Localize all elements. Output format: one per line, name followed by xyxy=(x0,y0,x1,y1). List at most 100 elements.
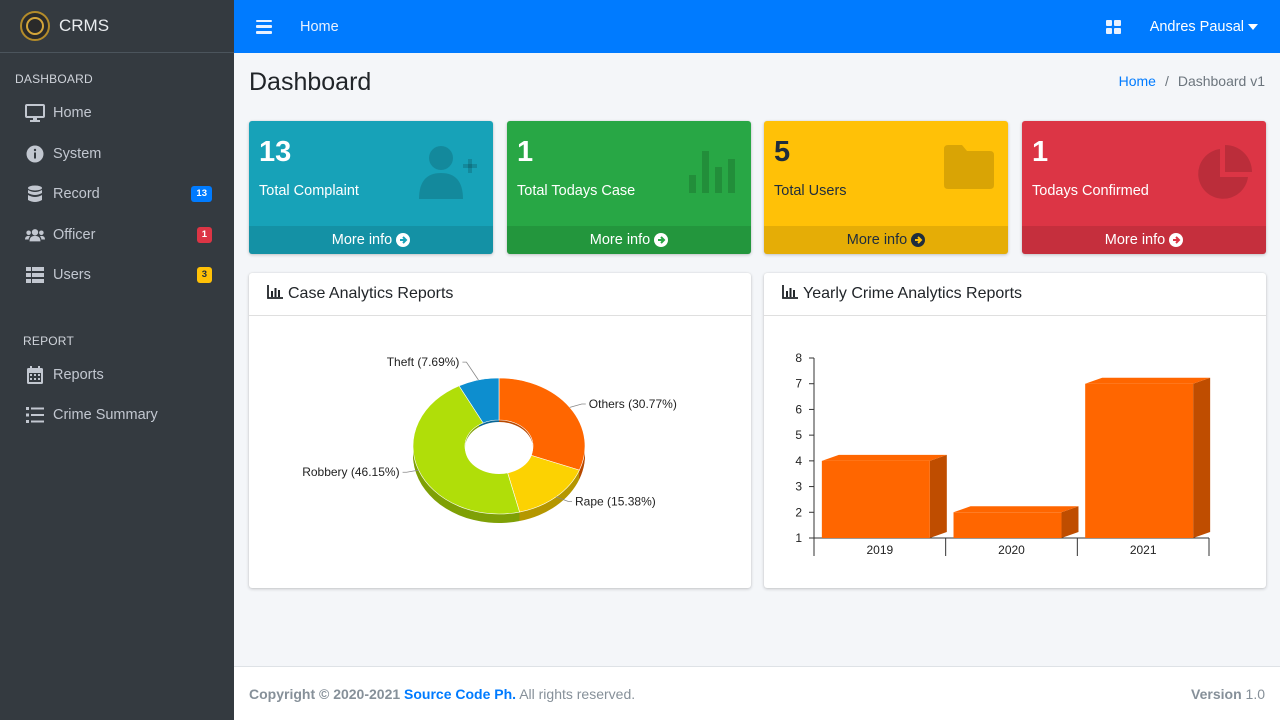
bar-side xyxy=(1193,377,1211,538)
more-info-label: More info xyxy=(589,232,651,248)
brand-link[interactable]: CRMS xyxy=(0,0,234,53)
sidebar-item-label: Users xyxy=(53,267,91,284)
case-analytics-card: Case Analytics Reports Others (30.77%) Ra… xyxy=(249,273,751,588)
sidebar-item-label: Record xyxy=(53,186,100,203)
sidebar-item-label: System xyxy=(53,145,102,162)
bar xyxy=(821,460,930,538)
breadcrumb-current: Dashboard v1 xyxy=(1177,73,1265,89)
pie-hole xyxy=(465,422,533,474)
table-icon xyxy=(25,265,45,285)
stat-box-total-users: 5 Total Users More info xyxy=(764,121,1008,254)
sidebar-item-users[interactable]: Users 3 xyxy=(0,255,234,296)
top-nav-home-link[interactable]: Home xyxy=(300,18,339,35)
sidebar-item-reports[interactable]: Reports xyxy=(0,355,234,396)
record-count-badge: 13 xyxy=(191,186,212,203)
sidebar-item-crime-summary[interactable]: Crime Summary xyxy=(0,395,234,436)
more-info-label: More info xyxy=(331,232,393,248)
y-tick-label: 7 xyxy=(795,377,802,391)
arrow-circle-right-icon xyxy=(911,233,926,247)
breadcrumb-separator: / xyxy=(1164,73,1169,89)
users-count-badge: 3 xyxy=(196,267,212,284)
bar-top xyxy=(953,506,1079,513)
pie-leader-line xyxy=(402,469,419,473)
card-title: Case Analytics Reports xyxy=(288,285,454,302)
pie-label: Others (30.77%) xyxy=(589,397,677,411)
y-tick-label: 1 xyxy=(795,531,802,545)
calendar-icon xyxy=(25,365,45,385)
stat-value: 5 xyxy=(774,136,791,168)
yearly-crime-card: Yearly Crime Analytics Reports 1 2 3 4 5 6 7 8 2… xyxy=(764,273,1266,588)
page-title: Dashboard xyxy=(249,68,372,96)
more-info-link[interactable]: More info xyxy=(249,226,493,254)
pie-slice xyxy=(498,377,586,471)
bar-top xyxy=(821,454,947,461)
stat-label: Todays Confirmed xyxy=(1032,183,1149,199)
sidebar-item-label: Reports xyxy=(53,366,104,383)
arrow-circle-right-icon xyxy=(1169,233,1184,247)
x-tick-label: 2021 xyxy=(1130,543,1157,557)
stat-box-total-todays-case: 1 Total Todays Case More info xyxy=(507,121,751,254)
folder-icon xyxy=(944,145,994,192)
footer-brand-link[interactable]: Source Code Ph. xyxy=(404,685,517,702)
more-info-link[interactable]: More info xyxy=(1022,226,1266,254)
arrow-circle-right-icon xyxy=(396,233,411,247)
bar-side xyxy=(929,454,947,538)
stat-value: 13 xyxy=(259,136,292,168)
y-tick-label: 8 xyxy=(795,351,802,365)
stat-value: 1 xyxy=(1032,136,1049,168)
user-name: Andres Pausal xyxy=(1149,18,1244,35)
sidebar: CRMS DASHBOARD Home System Record 13 Off… xyxy=(0,0,234,720)
bar-side xyxy=(1061,506,1079,538)
y-tick-label: 4 xyxy=(795,454,802,468)
apps-grid-icon[interactable] xyxy=(1105,19,1121,34)
card-header: Case Analytics Reports xyxy=(249,273,751,316)
breadcrumb-home-link[interactable]: Home xyxy=(1118,73,1156,89)
user-plus-icon xyxy=(419,145,479,202)
copyright-text: Copyright © 2020-2021 Source Code Ph. Al… xyxy=(249,685,636,702)
chart-bar-icon xyxy=(267,284,283,304)
y-tick-label: 5 xyxy=(795,428,802,442)
stat-value: 1 xyxy=(517,136,534,168)
stat-label: Total Todays Case xyxy=(517,183,636,199)
officer-count-badge: 1 xyxy=(196,226,212,243)
sidebar-item-system[interactable]: System xyxy=(0,134,234,175)
bar xyxy=(1085,383,1194,538)
version-text: Version 1.0 xyxy=(1191,685,1265,702)
top-navbar: Home Andres Pausal xyxy=(234,0,1280,53)
card-header: Yearly Crime Analytics Reports xyxy=(764,273,1266,316)
bar-chart-icon xyxy=(689,145,737,196)
pie-leader-line xyxy=(462,361,479,381)
nav-header-dashboard: DASHBOARD xyxy=(15,72,93,86)
sidebar-item-record[interactable]: Record 13 xyxy=(0,174,234,215)
sidebar-item-label: Home xyxy=(53,105,92,122)
sidebar-item-label: Officer xyxy=(53,226,96,243)
pie-label: Theft (7.69%) xyxy=(387,355,460,369)
sidebar-item-home[interactable]: Home xyxy=(0,93,234,134)
info-circle-icon xyxy=(25,144,45,164)
desktop-icon xyxy=(25,103,45,123)
nav-header-report: REPORT xyxy=(23,333,74,348)
card-title: Yearly Crime Analytics Reports xyxy=(803,285,1023,302)
user-menu-dropdown[interactable]: Andres Pausal xyxy=(1150,19,1258,35)
more-info-link[interactable]: More info xyxy=(507,226,751,254)
more-info-link[interactable]: More info xyxy=(764,226,1008,254)
brand-logo-icon xyxy=(20,11,50,41)
stat-box-todays-confirmed: 1 Todays Confirmed More info xyxy=(1022,121,1266,254)
x-tick-label: 2019 xyxy=(866,543,893,557)
bar xyxy=(953,512,1062,538)
case-analytics-pie-chart: Others (30.77%) Rape (15.38%) Robbery (46.… xyxy=(302,355,677,523)
pie-leader-line xyxy=(555,496,573,502)
y-tick-label: 6 xyxy=(795,402,802,416)
breadcrumb: Home / Dashboard v1 xyxy=(1119,73,1265,89)
list-icon xyxy=(25,405,45,425)
chart-bar-icon xyxy=(782,284,798,304)
brand-name: CRMS xyxy=(59,16,110,35)
x-tick-label: 2020 xyxy=(998,543,1025,557)
database-icon xyxy=(25,184,45,204)
arrow-circle-right-icon xyxy=(654,233,669,247)
menu-toggle-icon[interactable] xyxy=(256,19,272,34)
yearly-crime-bar-chart: 1 2 3 4 5 6 7 8 2019 2020 2021 xyxy=(795,351,1211,557)
pie-chart-icon xyxy=(1194,145,1252,206)
pie-label: Rape (15.38%) xyxy=(575,494,656,508)
sidebar-item-officer[interactable]: Officer 1 xyxy=(0,215,234,256)
